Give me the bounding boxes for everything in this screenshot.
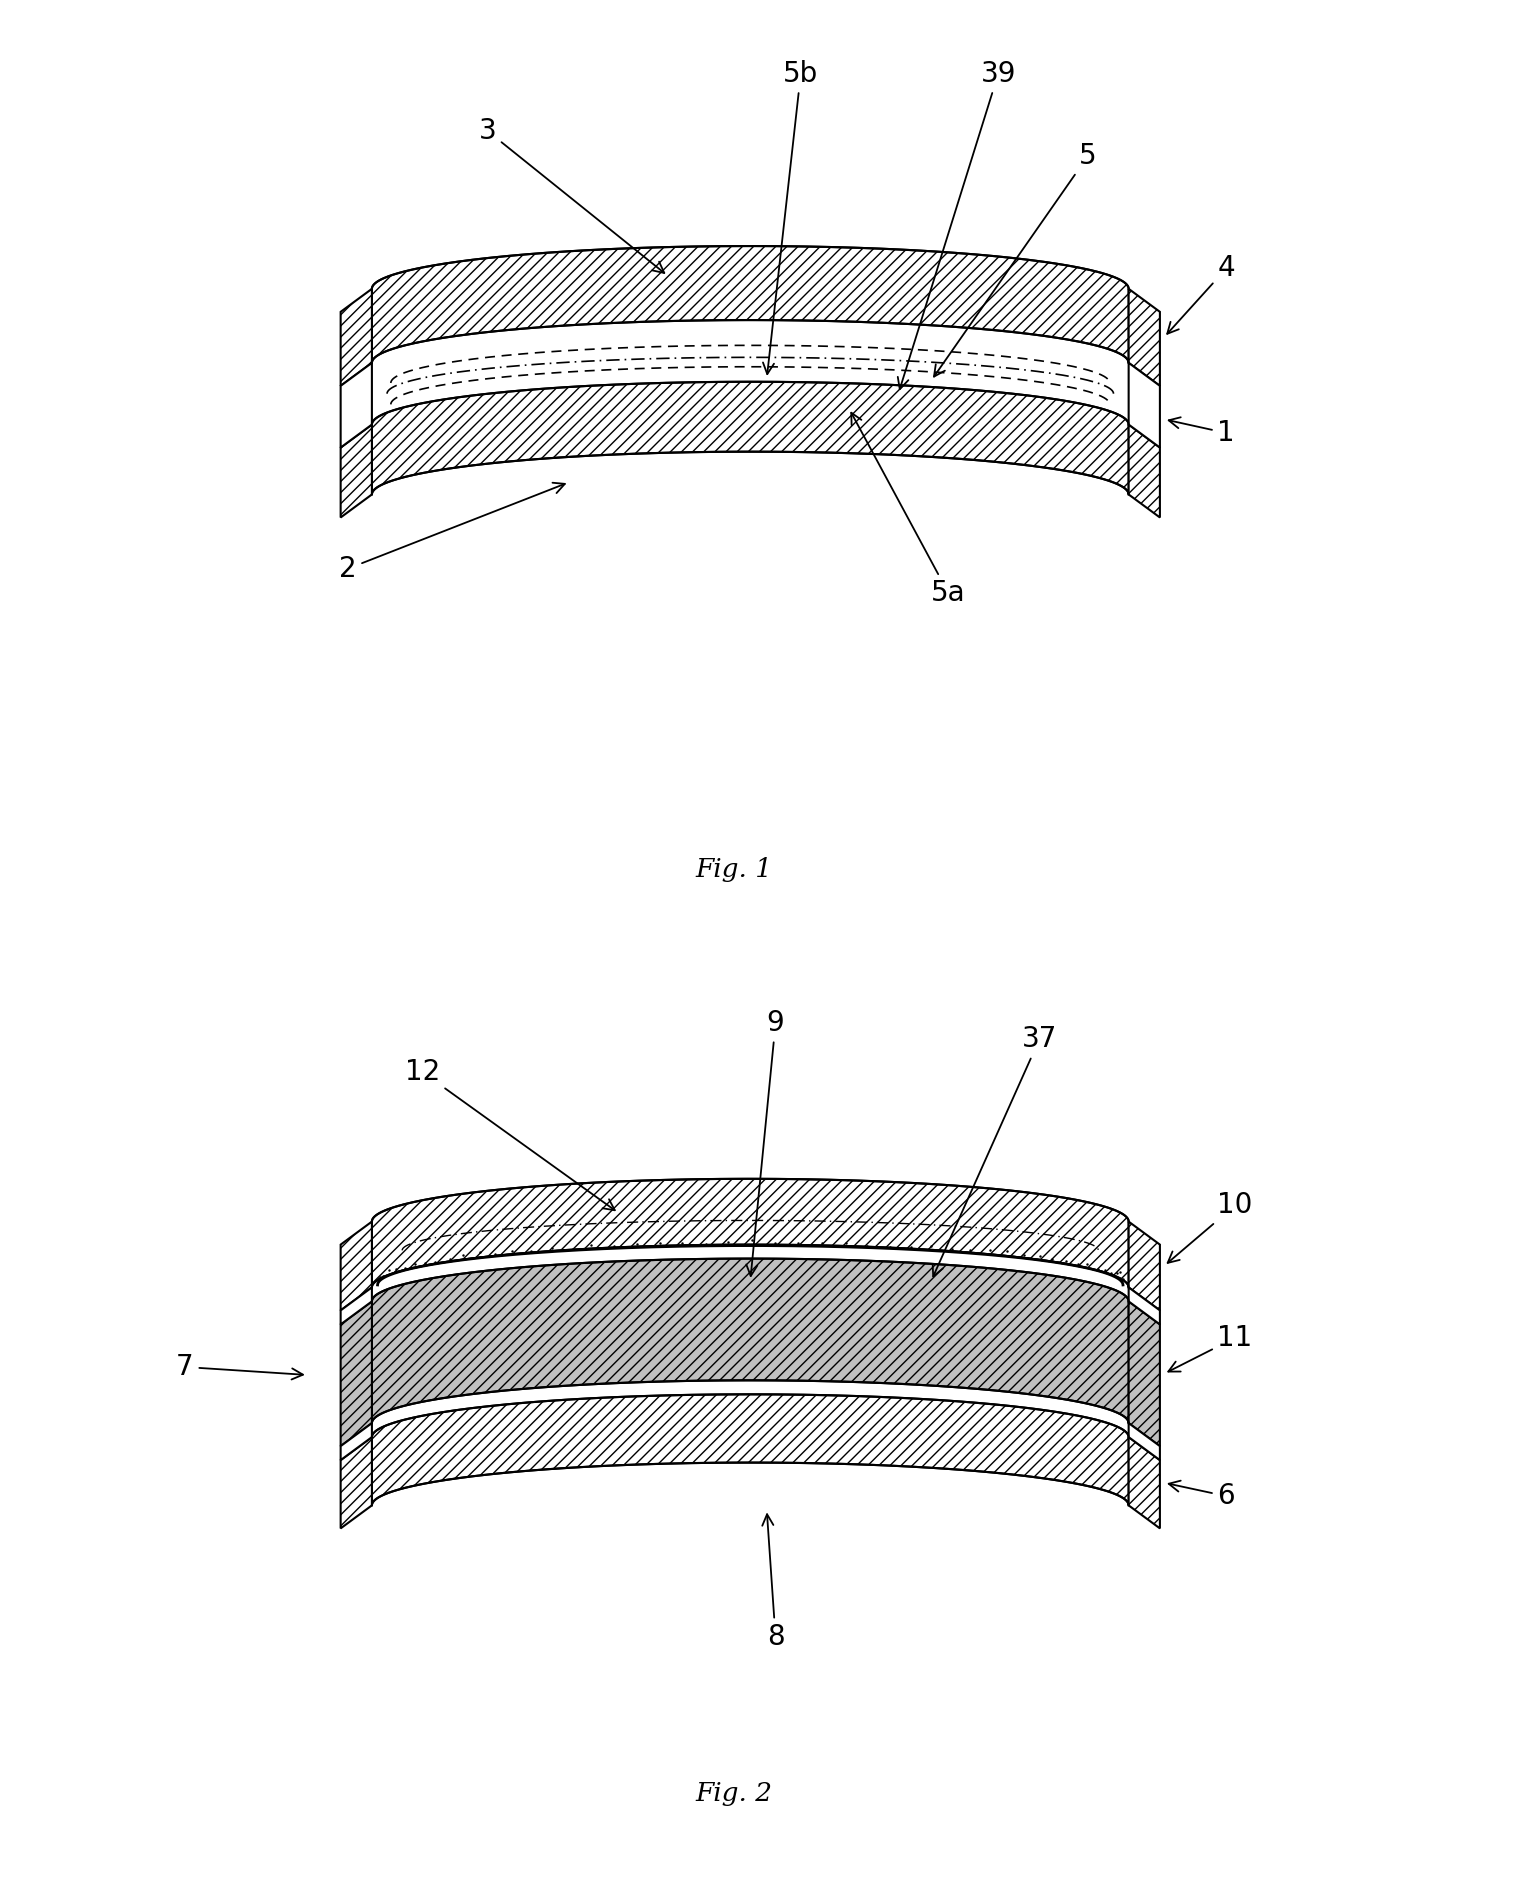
Text: 7: 7 bbox=[176, 1353, 303, 1381]
Polygon shape bbox=[341, 1301, 372, 1446]
Text: 9: 9 bbox=[746, 1009, 784, 1277]
Text: 10: 10 bbox=[1168, 1191, 1253, 1263]
Polygon shape bbox=[1129, 288, 1161, 385]
Text: 12: 12 bbox=[405, 1059, 614, 1210]
Text: 8: 8 bbox=[762, 1514, 784, 1650]
Text: 6: 6 bbox=[1168, 1482, 1235, 1510]
Polygon shape bbox=[1129, 1301, 1161, 1446]
Polygon shape bbox=[1129, 1288, 1161, 1324]
Polygon shape bbox=[372, 1258, 1129, 1423]
Polygon shape bbox=[372, 1381, 1129, 1438]
Polygon shape bbox=[341, 1288, 372, 1324]
Polygon shape bbox=[372, 381, 1129, 495]
Text: 3: 3 bbox=[479, 118, 664, 273]
Polygon shape bbox=[1129, 1438, 1161, 1529]
Polygon shape bbox=[341, 362, 372, 448]
Polygon shape bbox=[341, 288, 372, 385]
Polygon shape bbox=[1129, 1222, 1161, 1311]
Text: 5b: 5b bbox=[763, 59, 819, 374]
Polygon shape bbox=[372, 1178, 1129, 1288]
Text: 11: 11 bbox=[1168, 1324, 1253, 1372]
Text: Fig. 2: Fig. 2 bbox=[695, 1781, 772, 1806]
Text: 1: 1 bbox=[1168, 417, 1235, 448]
Polygon shape bbox=[341, 425, 372, 518]
Text: 4: 4 bbox=[1167, 254, 1235, 334]
Polygon shape bbox=[341, 1222, 372, 1311]
Text: 2: 2 bbox=[338, 482, 564, 582]
Text: 5: 5 bbox=[934, 142, 1097, 378]
Polygon shape bbox=[1129, 425, 1161, 518]
Polygon shape bbox=[372, 1394, 1129, 1506]
Text: 37: 37 bbox=[933, 1024, 1057, 1277]
Polygon shape bbox=[372, 247, 1129, 362]
Polygon shape bbox=[341, 1423, 372, 1461]
Polygon shape bbox=[372, 1244, 1129, 1301]
Polygon shape bbox=[372, 321, 1129, 425]
Text: Fig. 1: Fig. 1 bbox=[695, 857, 772, 882]
Polygon shape bbox=[1129, 1423, 1161, 1461]
Text: 39: 39 bbox=[898, 59, 1016, 389]
Text: 5a: 5a bbox=[851, 414, 966, 607]
Polygon shape bbox=[1129, 362, 1161, 448]
Polygon shape bbox=[341, 1438, 372, 1529]
